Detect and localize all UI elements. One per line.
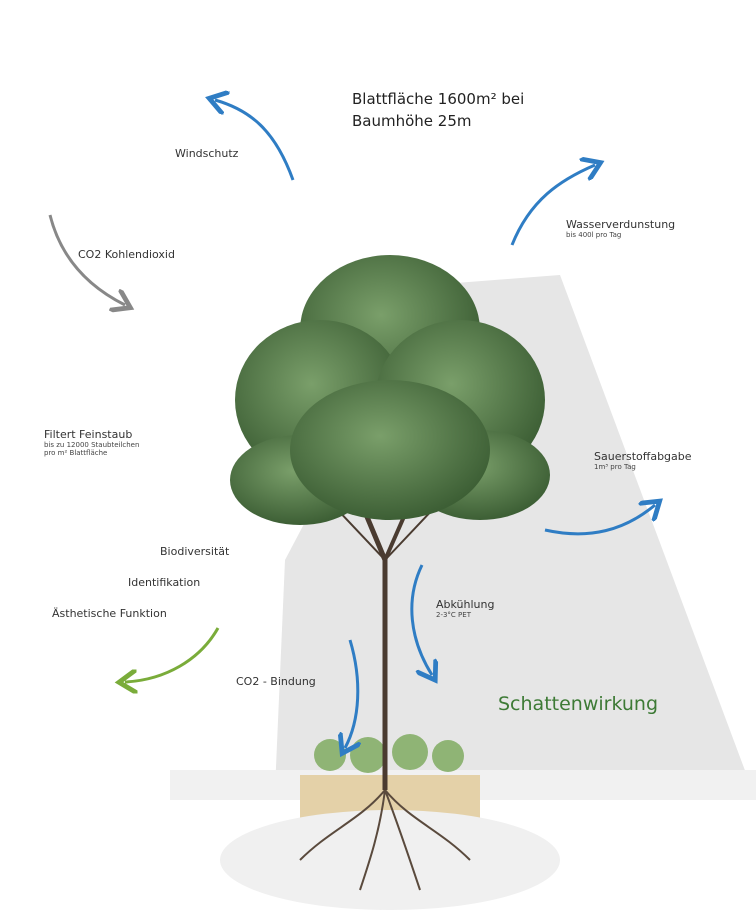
label: Abkühlung (436, 598, 494, 611)
headline-line: Baumhöhe 25m (352, 110, 524, 132)
label-detail: 2-3°C PET (436, 611, 494, 619)
label-shade: Schattenwirkung (498, 693, 658, 715)
label: Wasserverdunstung (566, 218, 675, 231)
label: Biodiversität (160, 545, 229, 558)
label: Sauerstoffabgabe (594, 450, 692, 463)
label: Identifikation (128, 576, 200, 589)
label-detail: pro m² Blattfläche (44, 449, 139, 457)
label: Windschutz (175, 147, 238, 160)
aesthetic-arrow (125, 628, 218, 682)
label-detail: bis 400l pro Tag (566, 231, 675, 239)
headline-line: Blattfläche 1600m² bei (352, 88, 524, 110)
label: CO2 - Bindung (236, 675, 316, 688)
gravel (220, 810, 560, 910)
infographic: Blattfläche 1600m² beiBaumhöhe 25m Winds… (0, 0, 756, 924)
label: Ästhetische Funktion (52, 607, 167, 620)
label: CO2 Kohlendioxid (78, 248, 175, 261)
label-detail: 1m³ pro Tag (594, 463, 692, 471)
label: Filtert Feinstaub (44, 428, 132, 441)
label-detail: bis zu 12000 Staubteilchen (44, 441, 139, 449)
